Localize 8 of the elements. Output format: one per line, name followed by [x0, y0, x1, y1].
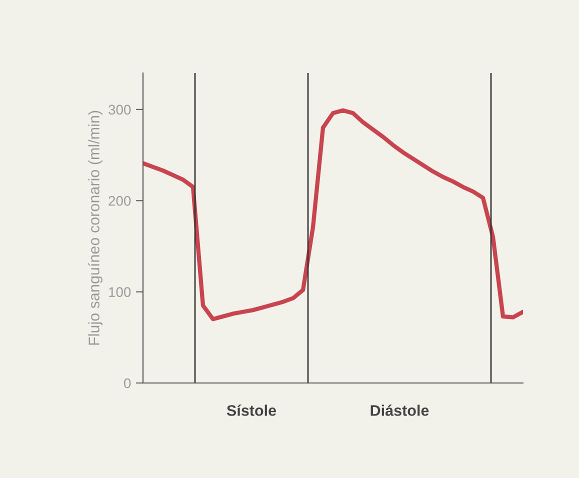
y-tick-label: 300 — [108, 104, 131, 115]
text: Diástole — [370, 404, 429, 416]
line-series — [143, 108, 523, 322]
y-tick-label: 200 — [108, 196, 131, 206]
y-axis-title: Flujo sanguíneo coronario (ml/min) — [88, 110, 102, 345]
text: Sístole — [226, 404, 276, 416]
y-tick-label: 100 — [109, 287, 131, 297]
y-tick-label: 0 — [124, 378, 131, 388]
